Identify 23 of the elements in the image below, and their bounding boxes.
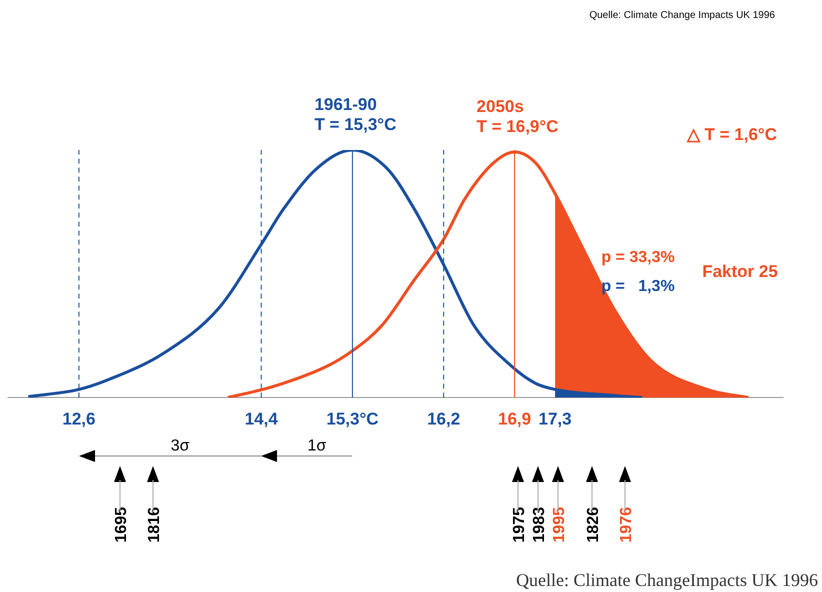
text: 1826 (585, 506, 602, 543)
x-tick-label: 15,3°C (326, 409, 379, 428)
series-label: 2050s T = 16,9°C (476, 96, 558, 136)
text: 1983 (531, 506, 548, 543)
annotation: Faktor 25 (702, 262, 778, 281)
text: 1995 (551, 506, 568, 543)
annotation: p = 1,3% (601, 278, 675, 295)
x-tick-label: 14,4 (244, 409, 278, 428)
series-label: 1961-90 T = 15,3°C (314, 95, 396, 134)
text: △ T = 1,6°C (686, 125, 777, 144)
text: 3σ (170, 438, 190, 455)
text: 1σ (307, 438, 326, 455)
text: 1976 (618, 506, 635, 543)
annotation: p = 33,3% (601, 249, 675, 266)
source-note: Quelle: Climate ChangeImpacts UK 1996 (516, 570, 818, 590)
text: 1816 (146, 506, 163, 543)
x-tick-label: 16,9 (498, 409, 532, 428)
source-note: Quelle: Climate Change Impacts UK 1996 (589, 10, 776, 21)
x-tick-label: 16,2 (427, 409, 460, 428)
x-tick-label: 17,3 (538, 409, 572, 428)
text: 1975 (511, 506, 528, 543)
text: 1695 (113, 506, 130, 543)
x-tick-label: 12,6 (62, 409, 96, 428)
